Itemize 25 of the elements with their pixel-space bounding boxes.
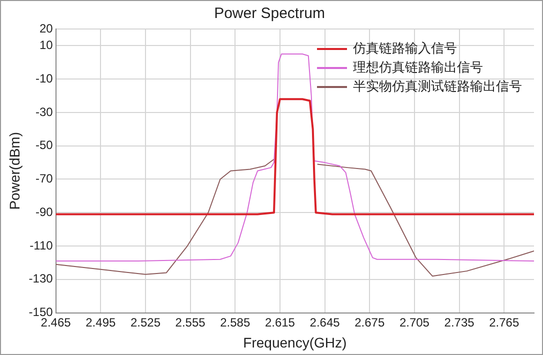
legend-label: 半实物仿真测试链路输出信号 xyxy=(353,78,522,94)
x-tick-label: 2.495 xyxy=(86,315,116,330)
x-axis-title: Frequency(GHz) xyxy=(243,334,347,350)
y-tick-label: 10 xyxy=(39,38,54,52)
y-tick-label: 20 xyxy=(39,21,54,36)
x-tick-label: 2.675 xyxy=(354,315,385,330)
y-tick-label: -50 xyxy=(35,138,54,152)
legend-label: 理想仿真链路输出信号 xyxy=(353,60,483,75)
x-tick-label: 2.525 xyxy=(130,315,161,330)
x-tick-label: 2.765 xyxy=(489,315,520,330)
chart-title: Power Spectrum xyxy=(214,5,325,22)
legend-label: 仿真链路输入信号 xyxy=(352,40,457,56)
y-tick-label: -10 xyxy=(35,71,54,86)
y-tick-label: -110 xyxy=(30,238,54,252)
y-axis-title: Power(dBm) xyxy=(6,132,22,210)
x-tick-label: 2.585 xyxy=(220,315,250,330)
x-tick-label: 2.615 xyxy=(264,315,296,330)
y-tick-label: -130 xyxy=(28,272,54,286)
x-tick-label: 2.645 xyxy=(310,315,340,330)
x-tick-label: 2.705 xyxy=(399,315,430,330)
y-tick-label: -30 xyxy=(35,104,54,119)
y-tick-label: -90 xyxy=(35,204,54,219)
y-tick-label: -70 xyxy=(35,172,54,186)
x-tick-label: 2.735 xyxy=(444,315,475,330)
x-tick-label: 2.555 xyxy=(175,315,206,330)
